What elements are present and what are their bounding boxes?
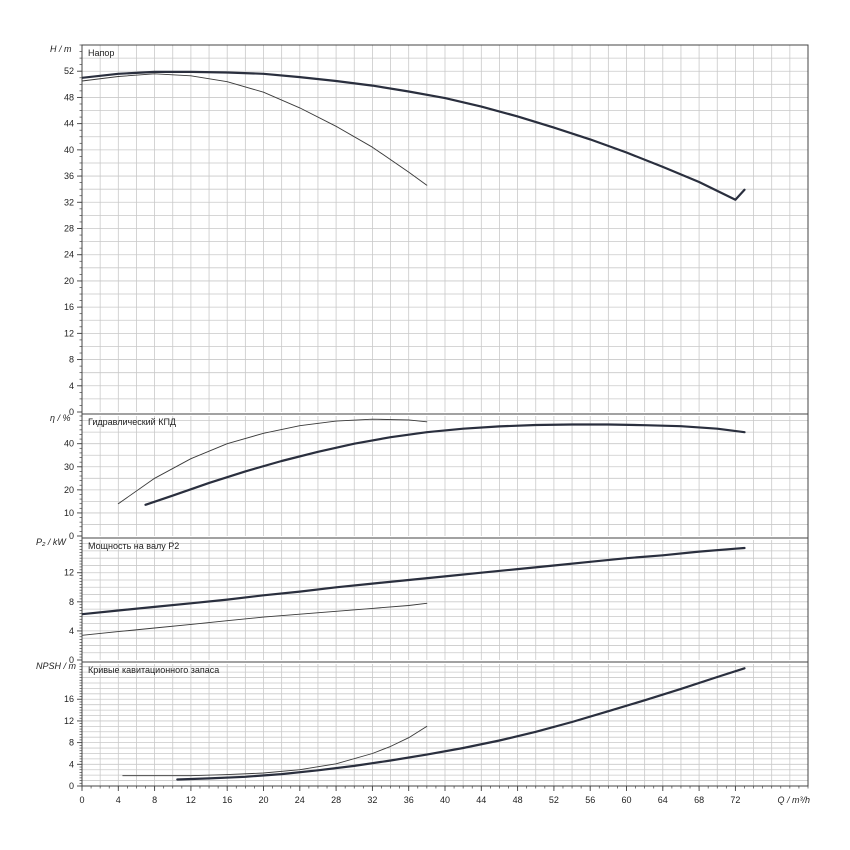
x-axis-label: Q / m³/h [777,795,810,805]
npsh-secondary-curve [122,725,428,777]
y-tick-label: 36 [64,171,74,181]
x-tick-label: 16 [222,795,232,805]
y-tick-label: 52 [64,66,74,76]
x-tick-label: 8 [152,795,157,805]
y-tick-label: 20 [64,485,74,495]
y-tick-label: 40 [64,145,74,155]
x-tick-label: 24 [295,795,305,805]
x-tick-label: 32 [367,795,377,805]
y-tick-label: 40 [64,439,74,449]
panel-efficiency: 0 10 20 30 40 η / % Гидравлический КПД [50,413,809,541]
x-tick-label: 60 [621,795,631,805]
y-axis-label: H / m [50,44,72,54]
x-tick-label: 12 [186,795,196,805]
y-tick-label: 12 [64,568,74,578]
panel-npsh: 0 4 8 12 16 NPSH / m Кривые кавитационного зап… [36,661,809,791]
y-tick-label: 24 [64,250,74,260]
x-tick-label: 72 [730,795,740,805]
panel-title: Напор [88,48,114,58]
y-tick-label: 10 [64,508,74,518]
y-tick-label: 8 [69,355,74,365]
head-main-curve [82,70,746,201]
efficiency-main-curve [144,423,746,506]
x-tick-label: 40 [440,795,450,805]
y-tick-label: 32 [64,197,74,207]
panel-title: Мощность на валу P2 [88,541,179,551]
power-main-curve [82,546,746,616]
y-axis-label: P₂ / kW [36,537,67,547]
panel-title: Гидравлический КПД [88,417,176,427]
x-tick-label: 4 [116,795,121,805]
y-tick-label: 30 [64,462,74,472]
y-tick-label: 16 [64,302,74,312]
y-tick-label: 0 [69,531,74,541]
y-tick-label: 48 [64,92,74,102]
y-tick-label: 8 [69,597,74,607]
x-tick-label: 56 [585,795,595,805]
npsh-main-curve [176,667,746,781]
panel-power: 0 4 8 12 P₂ / kW Мощность на валу P2 [36,537,809,665]
y-tick-label: 12 [64,328,74,338]
y-axis-label: η / % [50,413,71,423]
x-tick-label: 64 [658,795,668,805]
x-tick-label: 20 [258,795,268,805]
x-tick-label: 52 [549,795,559,805]
y-axis-label: NPSH / m [36,661,77,671]
y-tick-label: 28 [64,224,74,234]
power-secondary-curve [82,602,428,636]
y-tick-label: 0 [69,655,74,665]
panel-title: Кривые кавитационного запаса [88,665,219,675]
efficiency-secondary-curve [117,418,428,505]
y-tick-label: 0 [69,781,74,791]
y-tick-label: 4 [69,381,74,391]
x-axis: 0 4 8 12 16 20 24 28 32 36 40 44 48 52 56 60 64 68 72 Q / m… [79,786,810,805]
y-tick-label: 20 [64,276,74,286]
y-tick-label: 44 [64,119,74,129]
y-tick-label: 16 [64,694,74,704]
y-tick-label: 4 [69,759,74,769]
y-tick-label: 4 [69,626,74,636]
x-tick-label: 28 [331,795,341,805]
head-secondary-curve [82,73,428,186]
y-tick-label: 0 [69,407,74,417]
x-tick-label: 0 [79,795,84,805]
x-tick-label: 36 [404,795,414,805]
y-tick-label: 12 [64,716,74,726]
x-tick-label: 68 [694,795,704,805]
x-tick-label: 44 [476,795,486,805]
x-tick-label: 48 [513,795,523,805]
y-tick-label: 8 [69,738,74,748]
